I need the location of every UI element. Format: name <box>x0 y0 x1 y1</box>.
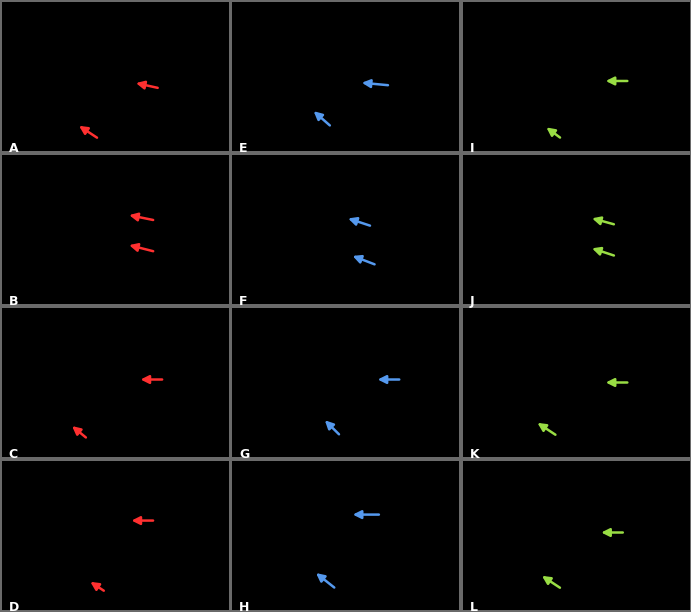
Text: K: K <box>469 448 479 461</box>
Text: E: E <box>239 142 247 155</box>
Text: B: B <box>9 295 19 308</box>
Text: G: G <box>239 448 249 461</box>
Text: H: H <box>239 601 249 612</box>
Text: D: D <box>9 601 19 612</box>
Text: L: L <box>469 601 477 612</box>
Text: F: F <box>239 295 247 308</box>
Text: C: C <box>9 448 18 461</box>
Text: J: J <box>469 295 474 308</box>
Text: A: A <box>9 142 19 155</box>
Text: I: I <box>469 142 474 155</box>
